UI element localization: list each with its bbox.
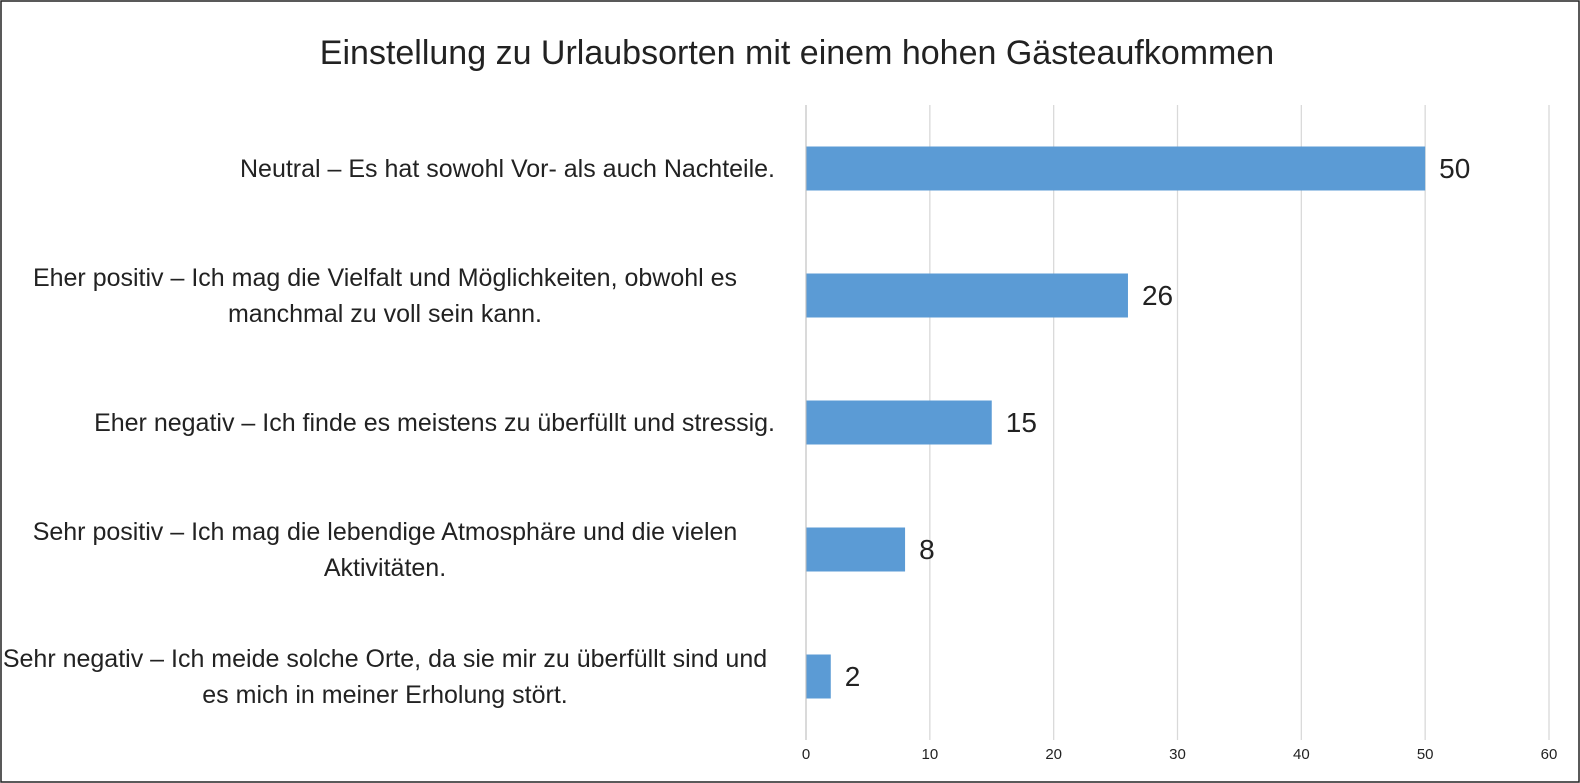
data-label: 2 <box>845 661 861 692</box>
chart-title: Einstellung zu Urlaubsorten mit einem ho… <box>320 34 1274 72</box>
y-tick-label: Sehr negativ – Ich meide solche Orte, da… <box>0 637 775 717</box>
y-tick-label: Sehr positiv – Ich mag die lebendige Atm… <box>0 510 775 590</box>
bar <box>806 654 831 699</box>
category-text: Eher positiv – Ich mag die Vielfalt und … <box>32 263 738 328</box>
y-tick-label: Neutral – Es hat sowohl Vor- als auch Na… <box>0 129 775 209</box>
x-tick-label: 40 <box>1293 746 1310 763</box>
bar <box>806 146 1426 191</box>
x-tick-label: 0 <box>802 746 810 763</box>
data-label: 8 <box>919 534 935 565</box>
category-text: Eher negativ – Ich finde es meistens zu … <box>94 408 775 437</box>
category-text: Sehr negativ – Ich meide solche Orte, da… <box>2 644 768 709</box>
bar <box>806 527 906 572</box>
y-tick-label: Eher negativ – Ich finde es meistens zu … <box>0 383 775 463</box>
x-tick-label: 10 <box>921 746 938 763</box>
data-label: 15 <box>1006 407 1037 438</box>
x-tick-label: 30 <box>1169 746 1186 763</box>
x-tick-label: 50 <box>1417 746 1434 763</box>
y-tick-label: Eher positiv – Ich mag die Vielfalt und … <box>0 256 775 336</box>
category-text: Neutral – Es hat sowohl Vor- als auch Na… <box>240 154 775 183</box>
x-tick-label: 20 <box>1045 746 1062 763</box>
bar <box>806 273 1128 318</box>
data-label: 26 <box>1142 280 1173 311</box>
data-label: 50 <box>1439 153 1470 184</box>
category-text: Sehr positiv – Ich mag die lebendige Atm… <box>32 517 738 582</box>
bar <box>806 400 992 445</box>
x-tick-label: 60 <box>1541 746 1558 763</box>
